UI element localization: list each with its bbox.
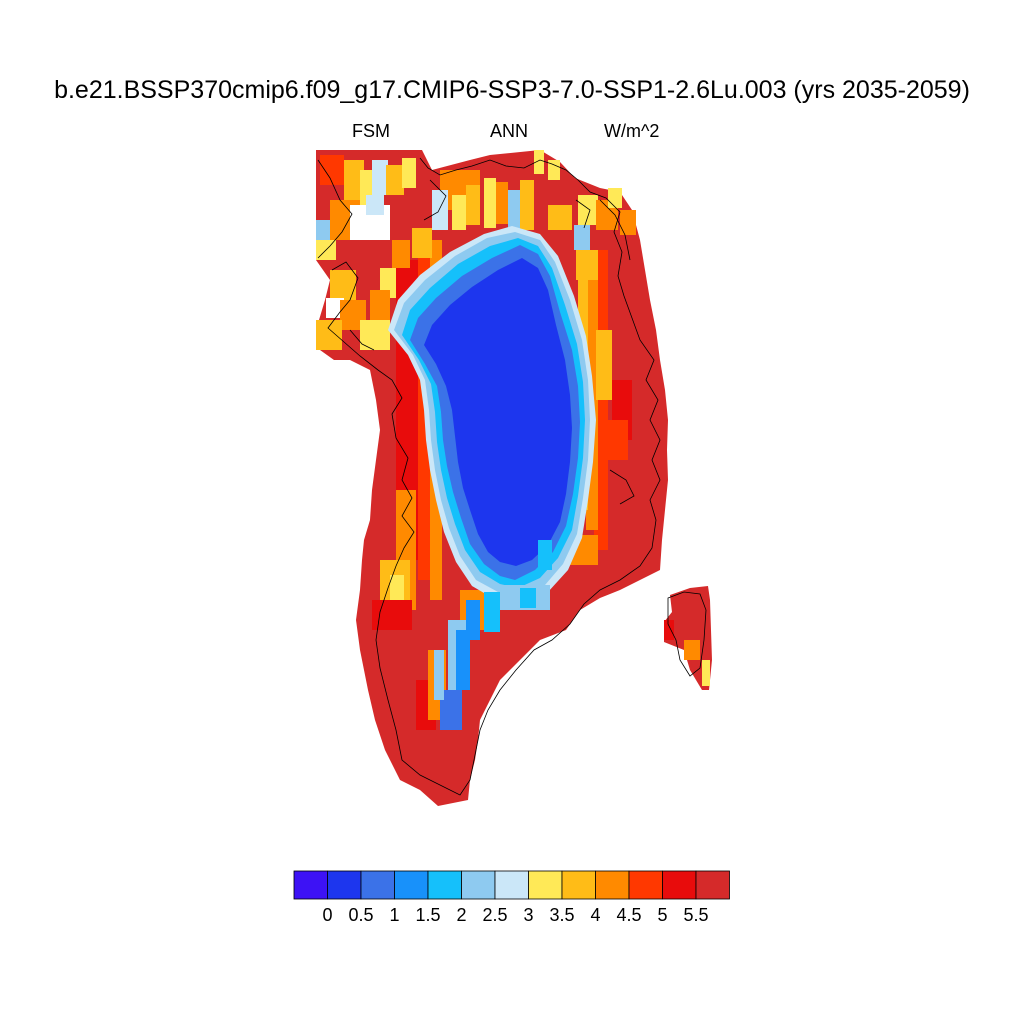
colorbar-swatch (494, 870, 529, 900)
colorbar-tick-label: 3 (523, 905, 533, 925)
plot-title: b.e21.BSSP370cmip6.f09_g17.CMIP6-SSP3-7.… (54, 76, 970, 104)
colorbar-swatch (327, 870, 362, 900)
colorbar-swatch (394, 870, 429, 900)
ice-interior (410, 245, 580, 730)
colorbar-swatches (293, 870, 730, 900)
colorbar-swatch (528, 870, 563, 900)
coastline (317, 157, 707, 796)
colorbar-swatch (695, 870, 730, 900)
colorbar-swatch (595, 870, 630, 900)
colorbar-tick-label: 4 (590, 905, 600, 925)
colorbar-tick-label: 2.5 (482, 905, 507, 925)
colorbar-tick-label: 3.5 (549, 905, 574, 925)
colorbar-swatch (293, 870, 328, 900)
colorbar-swatch (662, 870, 697, 900)
colorbar-tick-label: 0.5 (348, 905, 373, 925)
season-label: ANN (490, 121, 529, 141)
colorbar-swatch (427, 870, 462, 900)
north-fragments (316, 150, 636, 350)
colorbar-tick-label: 5 (657, 905, 667, 925)
variable-label: FSM (352, 121, 390, 141)
colorbar-tick-label: 5.5 (683, 905, 708, 925)
colorbar-swatch (360, 870, 395, 900)
colorbar-swatch (461, 870, 496, 900)
colorbar-labels: 0 0.5 1 1.5 2 2.5 3 3.5 4 4.5 5 5.5 (322, 905, 708, 925)
colorbar-swatch (628, 870, 663, 900)
units-label: W/m^2 (604, 121, 660, 141)
colorbar-tick-label: 4.5 (616, 905, 641, 925)
colorbar-tick-label: 0 (322, 905, 332, 925)
colorbar-tick-label: 2 (456, 905, 466, 925)
colorbar-swatch (561, 870, 596, 900)
colorbar-tick-label: 1 (389, 905, 399, 925)
colorbar-tick-label: 1.5 (415, 905, 440, 925)
